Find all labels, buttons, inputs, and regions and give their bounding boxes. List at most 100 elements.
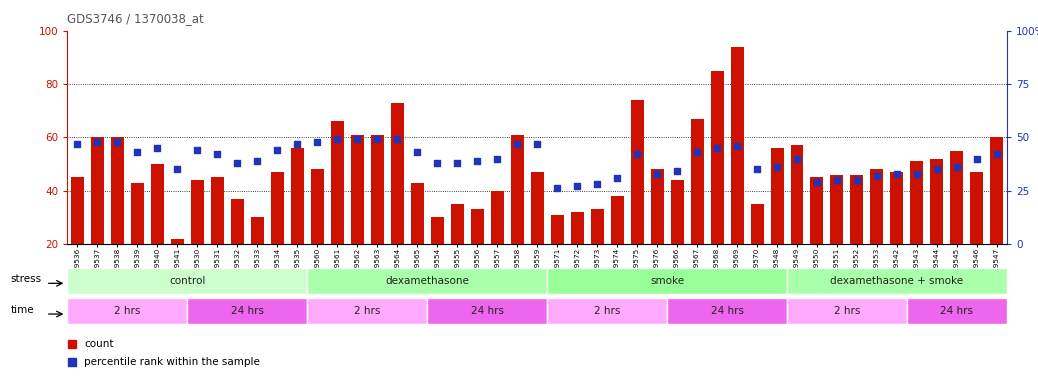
Bar [671, 180, 684, 244]
Point [249, 158, 266, 164]
Point [988, 151, 1005, 157]
Point [629, 151, 646, 157]
Bar [491, 190, 503, 244]
Bar [787, 298, 907, 324]
Bar [390, 103, 404, 244]
Bar [511, 135, 524, 244]
Point [528, 141, 546, 147]
Bar [550, 215, 564, 244]
Bar [111, 137, 124, 244]
Point [489, 156, 506, 162]
Bar [631, 100, 644, 244]
Point [889, 170, 905, 177]
Bar [711, 71, 723, 244]
Point [469, 158, 486, 164]
Point [589, 181, 605, 187]
Bar [811, 177, 823, 244]
Point [309, 139, 326, 145]
Point [789, 156, 805, 162]
Point [929, 166, 946, 172]
Text: 2 hrs: 2 hrs [594, 306, 621, 316]
Bar [307, 298, 428, 324]
Point [908, 170, 925, 177]
Point [709, 145, 726, 151]
Bar [331, 121, 344, 244]
Point [729, 143, 745, 149]
Bar [750, 204, 764, 244]
Point [329, 136, 346, 142]
Point [349, 136, 365, 142]
Text: control: control [169, 276, 206, 286]
Point [509, 141, 525, 147]
Text: 24 hrs: 24 hrs [711, 306, 743, 316]
Text: 24 hrs: 24 hrs [470, 306, 503, 316]
Bar [470, 209, 484, 244]
Point [609, 175, 626, 181]
Bar [690, 119, 704, 244]
Point [189, 147, 206, 153]
Bar [930, 159, 944, 244]
Bar [891, 172, 903, 244]
Point [149, 145, 166, 151]
Text: percentile rank within the sample: percentile rank within the sample [84, 357, 261, 367]
Point [289, 141, 305, 147]
Bar [67, 298, 188, 324]
Bar [71, 177, 84, 244]
Bar [91, 137, 104, 244]
Bar [651, 169, 663, 244]
Text: GDS3746 / 1370038_at: GDS3746 / 1370038_at [67, 12, 204, 25]
Bar [787, 268, 1007, 294]
Point [949, 164, 965, 170]
Bar [610, 196, 624, 244]
Text: smoke: smoke [650, 276, 684, 286]
Text: dexamethasone + smoke: dexamethasone + smoke [830, 276, 963, 286]
Bar [450, 204, 464, 244]
Text: 24 hrs: 24 hrs [940, 306, 974, 316]
Bar [791, 145, 803, 244]
Point [828, 177, 845, 183]
Point [109, 139, 126, 145]
Bar [990, 137, 1004, 244]
Bar [971, 172, 983, 244]
Bar [667, 298, 787, 324]
Bar [770, 148, 784, 244]
Bar [530, 172, 544, 244]
Bar [431, 217, 443, 244]
Text: stress: stress [10, 275, 42, 285]
Point [569, 183, 585, 189]
Bar [731, 47, 743, 244]
Point [429, 160, 445, 166]
Point [368, 136, 385, 142]
Text: 24 hrs: 24 hrs [230, 306, 264, 316]
Bar [211, 177, 224, 244]
Point [389, 136, 406, 142]
Point [968, 156, 985, 162]
Bar [907, 298, 1007, 324]
Point [549, 185, 566, 192]
Point [409, 149, 426, 155]
Bar [307, 268, 547, 294]
Bar [291, 148, 304, 244]
Bar [371, 135, 384, 244]
Text: 2 hrs: 2 hrs [354, 306, 381, 316]
Bar [131, 182, 144, 244]
Point [809, 179, 825, 185]
Bar [591, 209, 604, 244]
Bar [310, 169, 324, 244]
Text: 2 hrs: 2 hrs [114, 306, 140, 316]
Bar [251, 217, 264, 244]
Text: count: count [84, 339, 114, 349]
Bar [171, 238, 184, 244]
Bar [850, 175, 864, 244]
Bar [411, 182, 424, 244]
Point [70, 141, 86, 147]
Bar [830, 175, 844, 244]
Bar [428, 298, 547, 324]
Point [229, 160, 246, 166]
Bar [230, 199, 244, 244]
Bar [151, 164, 164, 244]
Point [869, 172, 885, 179]
Point [269, 147, 285, 153]
Bar [188, 298, 307, 324]
Bar [910, 161, 924, 244]
